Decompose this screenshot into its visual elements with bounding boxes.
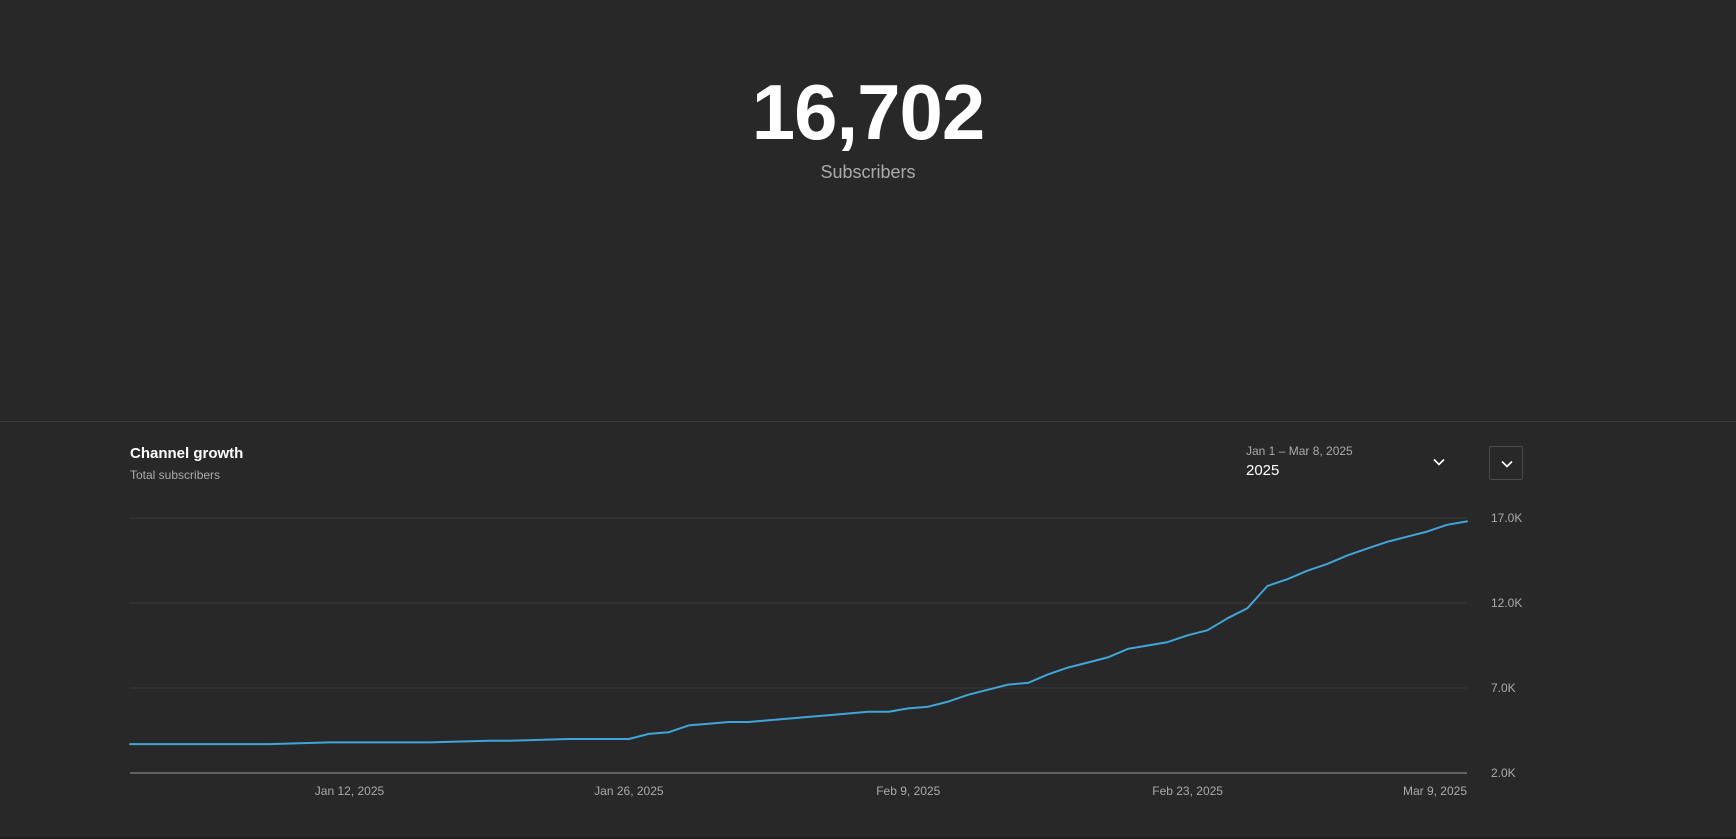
- subscriber-count: 16,702: [751, 68, 986, 156]
- x-tick-label: Mar 9, 2025: [1403, 784, 1467, 798]
- x-tick-label: Jan 12, 2025: [315, 784, 385, 798]
- x-tick-label: Jan 26, 2025: [594, 784, 664, 798]
- date-range-dropdown[interactable]: Jan 1 – Mar 8, 2025 2025: [1240, 440, 1454, 484]
- y-tick-label: 7.0K: [1491, 681, 1516, 695]
- expand-chart-button[interactable]: [1489, 446, 1523, 480]
- date-range-text: Jan 1 – Mar 8, 2025: [1246, 444, 1353, 458]
- section-divider: [0, 421, 1736, 422]
- card-subtitle: Total subscribers: [130, 468, 221, 482]
- x-tick-label: Feb 23, 2025: [1152, 784, 1223, 798]
- period-value: 2025: [1246, 462, 1280, 479]
- y-tick-label: 12.0K: [1491, 596, 1522, 610]
- y-tick-label: 2.0K: [1491, 766, 1516, 780]
- card-title: Channel growth: [130, 445, 244, 462]
- subscriber-summary: 16,702 Subscribers: [751, 68, 986, 182]
- bottom-edge: [0, 837, 1736, 839]
- y-tick-label: 17.0K: [1491, 511, 1522, 525]
- subscriber-label: Subscribers: [820, 162, 916, 182]
- x-tick-label: Feb 9, 2025: [876, 784, 940, 798]
- series-line: [129, 520, 1468, 746]
- chevron-down-icon: [1433, 458, 1445, 466]
- chevron-down-icon: [1501, 460, 1513, 468]
